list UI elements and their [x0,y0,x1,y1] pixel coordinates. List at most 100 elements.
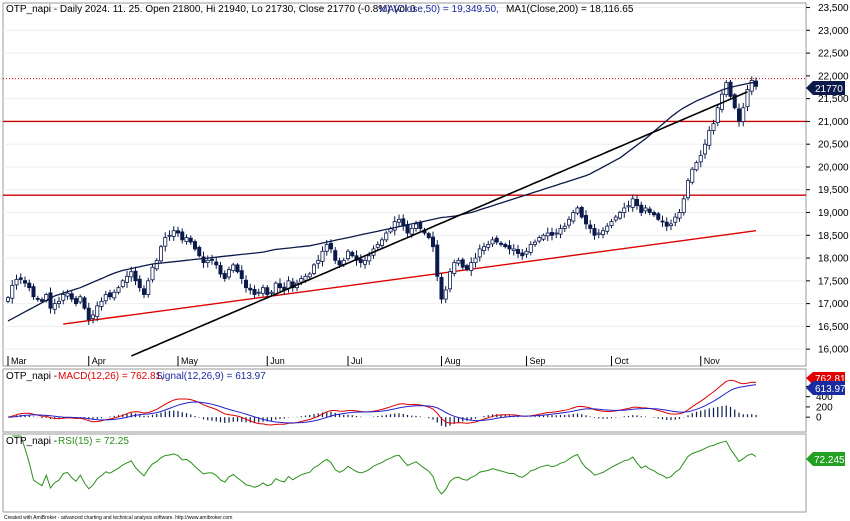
candle-body [473,257,478,264]
candle-body [188,237,193,243]
svg-text:762.81: 762.81 [815,374,846,385]
candle-body [226,269,231,278]
candle-body [333,250,338,261]
candle-body [248,287,253,291]
svg-text:72.2456: 72.2456 [814,455,850,466]
candle-body [686,180,691,199]
candle-body [520,252,525,257]
date-tick-label: Mar [11,356,27,366]
candle-body [524,250,529,255]
candle-body [652,212,657,216]
candle-body [630,198,635,208]
moving-averages [7,81,757,357]
candle-body [413,223,418,229]
candle-body [69,293,74,300]
candle-body [443,289,448,300]
candle-body [273,282,278,295]
candle-body [503,244,508,248]
candle-body [541,234,546,240]
candle-body [605,225,610,232]
date-tick-label: Aug [445,356,461,366]
candle-body [40,299,45,302]
candle-body [129,271,134,278]
candle-body [728,81,733,97]
candle-body [82,297,87,309]
date-tick-label: May [181,356,199,366]
price-tick-label: 20,000 [818,162,849,173]
candle-body [265,287,270,295]
candle-body [367,255,372,262]
candle-body [639,204,644,213]
date-tick-label: Sep [530,356,546,366]
rsi-panel-frame [2,433,807,513]
candle-body [167,234,172,237]
price-tick-label: 22,000 [818,71,849,82]
candle-body [120,280,125,287]
candle-body [358,258,363,264]
candle-body [65,292,70,297]
candle-body [31,286,36,298]
candle-body [711,123,716,131]
candle-body [681,198,686,213]
price-tick-label: 18,500 [818,231,849,242]
candle-body [430,236,435,248]
candle-body [584,215,589,225]
candle-body [396,218,401,223]
candle-body [218,265,223,275]
candle-body [125,275,130,283]
candle-body [10,284,15,299]
candle-body [231,264,236,271]
candle-body [163,237,168,247]
rsi-title-prefix: OTP_napi - [6,436,57,447]
date-tick-label: Jun [270,356,285,366]
ma200-line [130,91,748,357]
candle-body [222,273,227,279]
candle-body [405,224,410,234]
candle-body [486,244,491,248]
candle-body [737,108,742,122]
candle-body [647,208,652,213]
candle-body [269,291,274,294]
candle-body [86,307,91,320]
candle-body [18,277,23,280]
candle-body [201,256,206,264]
candle-body [35,298,40,300]
signal-label: Signal(12,26,9) = 613.97 [156,371,266,382]
candle-body [103,294,108,302]
candle-body [456,259,461,264]
candle-body [307,273,312,278]
candle-body [511,248,516,252]
candle-body [116,287,121,293]
candle-body [384,232,389,241]
ma200-label: MA1(Close,200) = 18,116.65 [506,4,634,15]
signal-value-tag: 613.97 [806,381,846,395]
candle-body [252,289,257,295]
candle-body [6,297,11,302]
candle-body [337,260,342,266]
candle-body [99,300,104,307]
candle-body [375,244,380,248]
candle-body [609,221,614,227]
candle-body [61,294,66,301]
candle-body [613,216,618,221]
macd-label: MACD(12,26) = 762.81, [58,371,164,382]
candle-body [112,291,117,299]
candle-body [571,212,576,222]
candle-body [707,130,712,146]
candle-body [554,232,559,235]
candle-body [27,282,32,289]
candle-body [299,278,304,283]
candle-body [324,244,329,252]
price-tick-label: 21,000 [818,117,849,128]
candle-body [664,221,669,227]
rsi-label: RSI(15) = 72.25 [58,436,129,447]
candle-body [464,265,469,270]
candle-body [316,259,321,264]
rsi-panel [12,435,757,495]
candle-body [660,220,665,223]
candle-body [180,231,185,241]
rsi-value-tag: 72.2456 [806,452,850,466]
candle-body [95,305,100,318]
candle-body [447,271,452,290]
